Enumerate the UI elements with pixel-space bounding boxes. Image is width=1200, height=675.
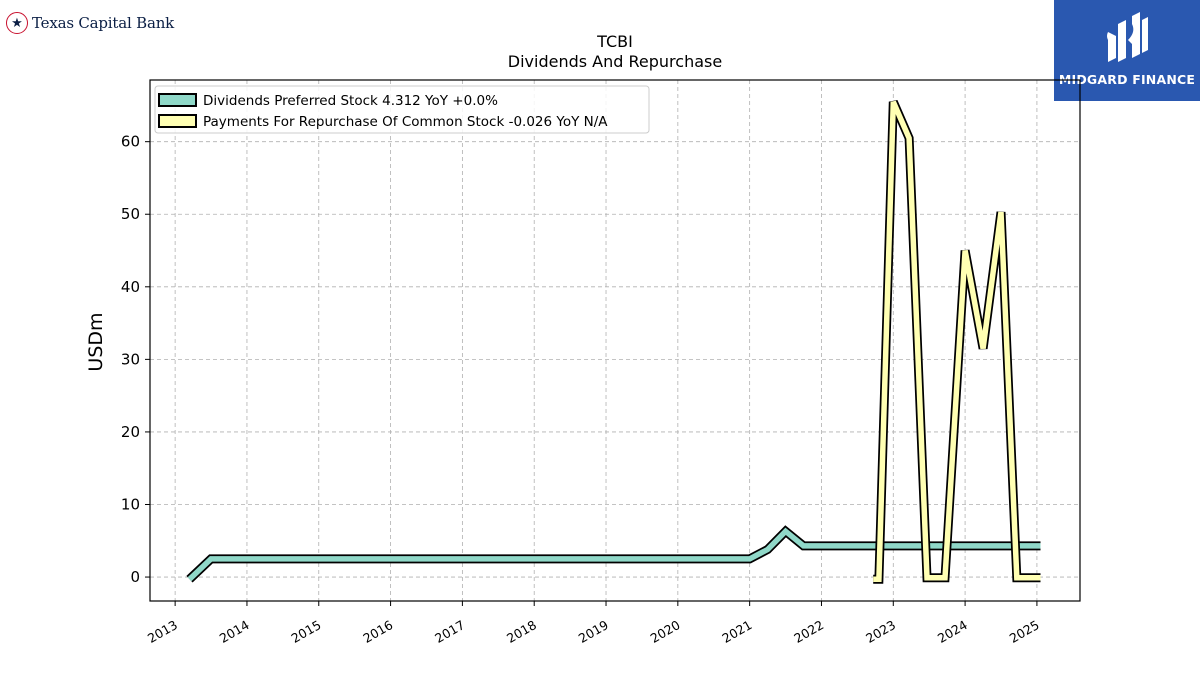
- x-tick-label: 2019: [576, 617, 611, 646]
- y-tick-label: 10: [121, 495, 140, 513]
- x-tick-label: 2020: [648, 617, 683, 646]
- x-tick-label: 2017: [432, 617, 467, 646]
- series-0-line: [187, 527, 1041, 582]
- x-tick-label: 2023: [863, 617, 898, 646]
- x-tick-label: 2022: [791, 617, 826, 646]
- legend-label: Payments For Repurchase Of Common Stock …: [203, 114, 608, 130]
- y-tick-label: 60: [121, 133, 140, 151]
- y-tick-label: 50: [121, 205, 140, 223]
- series-0-outline: [186, 525, 1041, 583]
- x-tick-label: 2015: [289, 617, 324, 646]
- y-tick-label: 40: [121, 278, 140, 296]
- chart-subtitle: Dividends And Repurchase: [508, 52, 722, 71]
- legend-box: [154, 85, 650, 134]
- brand-name-left: Texas Capital Bank: [32, 14, 175, 32]
- chart-title: TCBI: [596, 32, 633, 51]
- series-1-line: [873, 100, 1041, 582]
- plot-frame: [149, 79, 1081, 602]
- star-icon: ★: [6, 12, 28, 34]
- x-tick-label: 2021: [719, 617, 754, 646]
- x-tick-label: 2013: [145, 617, 180, 646]
- brand-logo-right: MIDGARD FINANCE: [1054, 0, 1200, 101]
- x-tick-label: 2018: [504, 617, 539, 646]
- legend-swatch: [158, 93, 197, 107]
- y-tick-label: 30: [121, 350, 140, 368]
- legend-label: Dividends Preferred Stock 4.312 YoY +0.0…: [203, 93, 498, 109]
- x-tick-label: 2016: [360, 617, 395, 646]
- x-tick-label: 2014: [217, 617, 252, 646]
- x-tick-label: 2025: [1007, 617, 1042, 646]
- y-axis-label: USDm: [85, 312, 107, 371]
- midgard-logo-icon: [1107, 12, 1148, 62]
- legend: Dividends Preferred Stock 4.312 YoY +0.0…: [154, 85, 650, 134]
- y-tick-label: 0: [130, 568, 140, 586]
- brand-logo-left: ★ Texas Capital Bank: [6, 12, 174, 34]
- y-tick-label: 20: [121, 423, 140, 441]
- legend-swatch: [158, 114, 197, 128]
- x-tick-label: 2024: [935, 617, 970, 646]
- brand-name-right: MIDGARD FINANCE: [1058, 72, 1196, 87]
